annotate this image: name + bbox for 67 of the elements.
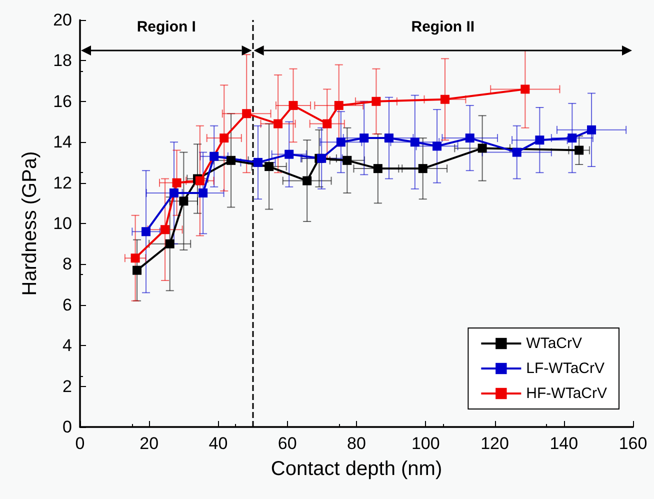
point bbox=[160, 225, 170, 234]
point bbox=[130, 254, 140, 263]
point bbox=[170, 188, 179, 198]
point bbox=[334, 100, 344, 110]
x-tick-label: 0 bbox=[75, 434, 85, 453]
point bbox=[242, 109, 252, 118]
point bbox=[172, 178, 182, 188]
y-tick-label: 6 bbox=[62, 295, 72, 314]
point bbox=[142, 227, 151, 236]
y-tick-label: 18 bbox=[53, 51, 72, 70]
x-axis-title: Contact depth (nm) bbox=[270, 458, 442, 480]
y-tick-label: 0 bbox=[62, 418, 72, 436]
legend-label: LF-WTaCrV bbox=[526, 360, 605, 377]
point bbox=[179, 196, 188, 206]
point bbox=[284, 150, 294, 159]
y-tick-label: 8 bbox=[62, 254, 72, 274]
point bbox=[520, 84, 530, 94]
point bbox=[322, 119, 332, 128]
y-tick-label: 20 bbox=[53, 10, 72, 30]
y-tick-label: 2 bbox=[62, 376, 72, 396]
y-tick-label: 10 bbox=[53, 214, 72, 233]
point bbox=[220, 134, 229, 143]
x-tick-label: 140 bbox=[550, 434, 578, 453]
x-tick-label: 120 bbox=[480, 434, 509, 453]
y-tick-label: 12 bbox=[53, 173, 72, 192]
point bbox=[418, 164, 428, 174]
point bbox=[210, 152, 219, 161]
x-tick-label: 60 bbox=[278, 434, 297, 453]
point bbox=[512, 148, 522, 157]
point bbox=[410, 138, 420, 147]
point bbox=[587, 125, 596, 134]
x-tick-label: 160 bbox=[618, 434, 648, 453]
point bbox=[264, 162, 274, 172]
x-tick-label: 80 bbox=[347, 434, 366, 453]
point bbox=[342, 156, 352, 165]
point bbox=[253, 158, 262, 167]
annotation: Region I bbox=[136, 18, 196, 36]
x-tick-label: 100 bbox=[411, 434, 440, 453]
point bbox=[195, 176, 204, 186]
point bbox=[535, 136, 544, 145]
y-tick-label: 16 bbox=[53, 92, 72, 111]
point bbox=[165, 239, 174, 248]
point bbox=[478, 144, 487, 153]
point bbox=[373, 164, 382, 174]
legend-label: WTaCrV bbox=[526, 335, 582, 352]
point bbox=[302, 176, 312, 186]
point bbox=[574, 146, 584, 155]
point bbox=[432, 142, 442, 151]
point bbox=[360, 134, 369, 143]
x-tick-label: 20 bbox=[140, 434, 159, 453]
point bbox=[336, 138, 346, 147]
x-tick-label: 40 bbox=[208, 434, 228, 453]
point bbox=[568, 134, 577, 143]
point bbox=[465, 134, 474, 143]
y-axis-title: Hardness (GPa) bbox=[19, 151, 41, 296]
annotation: Region II bbox=[411, 18, 475, 36]
point bbox=[132, 266, 142, 275]
y-tick-label: 14 bbox=[53, 132, 72, 152]
point bbox=[440, 94, 450, 104]
legend-label: HF-WTaCrV bbox=[526, 385, 608, 402]
point bbox=[384, 134, 394, 143]
point bbox=[198, 188, 208, 198]
point bbox=[226, 156, 236, 165]
point bbox=[288, 100, 298, 110]
point bbox=[372, 96, 381, 106]
point bbox=[274, 119, 283, 128]
y-tick-label: 4 bbox=[62, 336, 72, 356]
